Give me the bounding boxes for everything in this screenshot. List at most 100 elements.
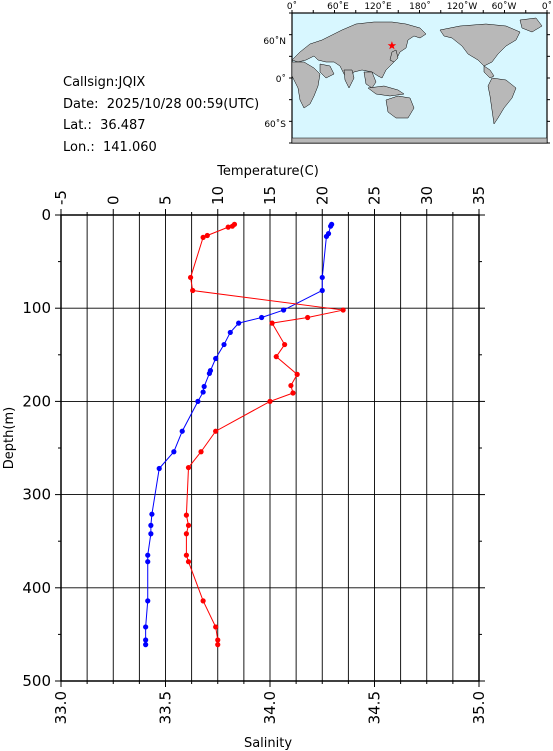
- callsign-row: Callsign:JQIX: [63, 72, 259, 94]
- depth-tick-label: 100: [22, 299, 51, 317]
- temperature-data-point: [143, 624, 149, 630]
- temperature-tick-labels: -5 0 5 10 15 20 25 30 35: [52, 186, 488, 205]
- land-arabia: [319, 63, 335, 79]
- temperature-data-point: [148, 531, 154, 537]
- salinity-data-point: [185, 522, 192, 528]
- land-australia: [385, 95, 415, 119]
- temperature-tick-label: 10: [209, 186, 227, 205]
- temperature-tick-label: 5: [157, 195, 175, 205]
- date-value: 2025/10/28 00:59(UTC): [106, 96, 260, 112]
- salinity-data-point: [215, 642, 221, 648]
- map-lat-label: 60˚S: [264, 119, 286, 130]
- salinity-tick-label: 34.0: [261, 691, 279, 724]
- lat-label: Lat.:: [63, 118, 92, 133]
- temperature-data-point: [148, 522, 154, 528]
- land-indochina: [363, 71, 377, 89]
- map-land: [291, 17, 548, 144]
- land-indonesia: [367, 85, 405, 97]
- land-africa: [291, 61, 321, 109]
- temperature-data-point: [236, 320, 242, 326]
- salinity-data-point: [190, 287, 196, 294]
- land-india: [343, 69, 355, 89]
- date-label: Date:: [63, 96, 99, 112]
- salinity-data-point: [183, 512, 189, 518]
- map-lon-label: 120˚W: [447, 1, 478, 12]
- map-labels: 0˚ 60˚E 120˚E 180˚ 120˚W 60˚W 0˚ 60˚N 0˚…: [263, 1, 552, 130]
- plot-border: [60, 214, 480, 682]
- map-lon-label: 180˚: [409, 1, 431, 12]
- salinity-tick-label: 35.0: [470, 691, 488, 724]
- salinity-data-point: [204, 232, 210, 239]
- salinity-data-point: [282, 341, 288, 348]
- callsign-label: Callsign:: [63, 75, 119, 90]
- map-lon-label: 60˚E: [327, 1, 349, 12]
- land-greenland: [519, 17, 543, 33]
- temperature-data-point: [213, 355, 219, 362]
- temperature-tick-label: 20: [313, 186, 331, 205]
- temperature-data-point: [195, 398, 201, 404]
- temperature-data-point: [179, 428, 185, 434]
- temperature-data-point: [145, 552, 151, 558]
- lon-label: Lon.:: [63, 139, 95, 155]
- depth-tick-label: 400: [22, 579, 51, 597]
- salinity-data-point: [340, 307, 346, 313]
- map-lat-label: 60˚N: [263, 36, 286, 47]
- salinity-data-point: [213, 428, 219, 434]
- salinity-series-line: [185, 223, 344, 645]
- land-n-america: [439, 23, 521, 67]
- temperature-data-point: [259, 314, 265, 321]
- map-ticks: [289, 10, 550, 144]
- temperature-tick-label: 35: [470, 186, 488, 205]
- salinity-data-point: [200, 234, 206, 240]
- salinity-data-point: [288, 382, 294, 389]
- map-lon-label: 0˚: [542, 1, 552, 12]
- salinity-tick-label: 33.0: [52, 691, 70, 724]
- depth-tick-label: 500: [22, 672, 51, 690]
- map-lon-label: 120˚E: [364, 1, 392, 12]
- temperature-data-point: [323, 233, 330, 240]
- depth-tick-label: 200: [22, 392, 51, 410]
- temperature-axis-title: Temperature(C): [216, 164, 319, 179]
- temperature-data-point: [201, 383, 207, 390]
- salinity-data-point: [294, 371, 300, 377]
- salinity-data-point: [229, 223, 235, 229]
- temperature-data-point: [206, 370, 212, 377]
- temperature-data-point: [149, 511, 155, 517]
- temperature-data-point: [319, 287, 325, 294]
- salinity-tick-labels: 33.0 33.5 34.0 34.5 35.0: [52, 691, 488, 724]
- depth-tick-labels: 0 100 200 300 400 500: [22, 206, 51, 690]
- station-info: Callsign:JQIX Date: 2025/10/28 00:59(UTC…: [63, 72, 259, 158]
- salinity-data-point: [305, 314, 311, 321]
- lon-value: 141.060: [103, 139, 157, 155]
- salinity-data-point: [187, 274, 194, 281]
- lat-value: 36.487: [100, 118, 146, 133]
- salinity-data-point: [200, 598, 206, 604]
- salinity-data-point: [183, 552, 189, 558]
- salinity-data-point: [198, 449, 204, 455]
- temperature-tick-label: 25: [366, 186, 384, 205]
- date-row: Date: 2025/10/28 00:59(UTC): [63, 94, 259, 116]
- location-star-icon: [387, 41, 397, 50]
- temperature-data-point: [145, 559, 151, 565]
- salinity-data-point: [185, 464, 192, 471]
- location-marker: [387, 41, 397, 50]
- temperature-data-point: [221, 341, 227, 348]
- land-japan: [389, 49, 399, 63]
- temperature-tick-label: 15: [261, 186, 279, 205]
- land-central-america: [483, 65, 495, 79]
- map-lat-label: 0˚: [276, 74, 286, 85]
- salinity-data-point: [183, 531, 189, 537]
- temperature-data-point: [143, 642, 149, 648]
- temperature-data-point: [328, 223, 334, 229]
- temperature-data-point: [171, 449, 177, 455]
- map-lon-label: 0˚: [287, 1, 297, 12]
- salinity-data-point: [213, 624, 219, 630]
- temperature-tick-label: -5: [52, 190, 70, 205]
- temperature-tick-label: 0: [104, 195, 122, 205]
- depth-tick-label: 300: [22, 486, 51, 504]
- temperature-data-point: [200, 389, 206, 395]
- temperature-tick-label: 30: [418, 186, 436, 205]
- temperature-data-point: [143, 637, 149, 643]
- salinity-data-point: [290, 390, 296, 396]
